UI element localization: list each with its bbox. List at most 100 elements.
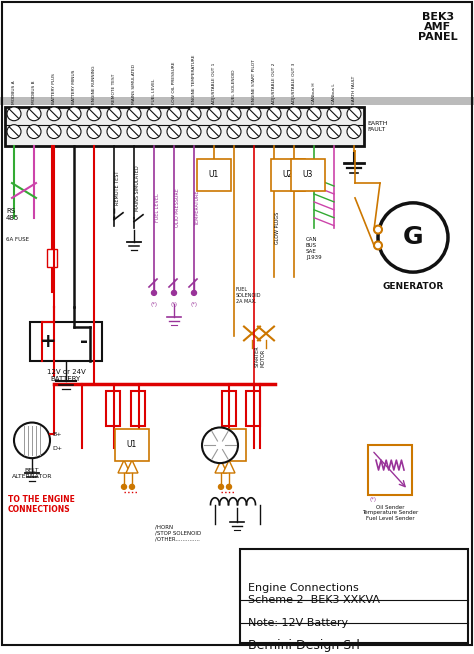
Polygon shape: [215, 460, 227, 473]
Circle shape: [247, 125, 261, 139]
Text: Engine Connections: Engine Connections: [248, 583, 359, 593]
Circle shape: [47, 107, 61, 121]
Text: B+: B+: [52, 432, 62, 437]
Circle shape: [247, 107, 261, 121]
Polygon shape: [126, 460, 138, 473]
Text: PANEL: PANEL: [418, 31, 458, 42]
Text: U3: U3: [303, 170, 313, 179]
Polygon shape: [223, 460, 235, 473]
Text: EARTH FAULT: EARTH FAULT: [352, 76, 356, 104]
Text: ENGINE RUNNING: ENGINE RUNNING: [92, 65, 96, 104]
Circle shape: [219, 485, 224, 489]
Circle shape: [167, 125, 181, 139]
Circle shape: [14, 422, 50, 458]
Text: S1: S1: [331, 114, 337, 119]
Text: 61: 61: [91, 114, 97, 119]
Circle shape: [378, 203, 448, 272]
Text: REMOTE TEST: REMOTE TEST: [112, 73, 116, 104]
Text: 12V or 24V
BATTERY: 12V or 24V BATTERY: [46, 369, 85, 382]
Circle shape: [129, 485, 135, 489]
Circle shape: [307, 125, 321, 139]
Circle shape: [152, 290, 156, 296]
Text: FUEL
SOLENOID
2A MAX.: FUEL SOLENOID 2A MAX.: [236, 287, 262, 303]
Text: Note: 12V Battery: Note: 12V Battery: [248, 619, 348, 628]
Text: REMOTE TEST: REMOTE TEST: [115, 171, 120, 205]
Text: CAN
BUS
SAE
J1939: CAN BUS SAE J1939: [306, 237, 322, 260]
Circle shape: [27, 125, 41, 139]
Text: 62: 62: [110, 114, 118, 119]
Polygon shape: [118, 460, 130, 473]
Circle shape: [167, 107, 181, 121]
Circle shape: [27, 107, 41, 121]
Circle shape: [327, 107, 341, 121]
Text: (*): (*): [370, 497, 377, 502]
Circle shape: [267, 125, 281, 139]
Circle shape: [147, 125, 161, 139]
Text: (*): (*): [171, 301, 177, 307]
Text: BEK3: BEK3: [422, 12, 454, 22]
Text: EARTH
FAULT: EARTH FAULT: [367, 121, 388, 132]
Circle shape: [147, 107, 161, 121]
Circle shape: [191, 290, 197, 296]
Text: LOW OIL PRESSURE: LOW OIL PRESSURE: [172, 61, 176, 104]
Text: Scheme 2  BEK3-XXKVA: Scheme 2 BEK3-XXKVA: [248, 594, 380, 605]
Text: 51: 51: [31, 114, 37, 119]
Bar: [47, 249, 57, 267]
Text: BATTERY PLUS: BATTERY PLUS: [52, 73, 56, 104]
Circle shape: [287, 107, 301, 121]
Text: MODBUS A: MODBUS A: [12, 80, 16, 104]
Circle shape: [7, 125, 21, 139]
Bar: [240, 549, 468, 643]
Bar: [0, 97, 474, 105]
Text: 52: 52: [51, 114, 57, 119]
Text: 64: 64: [151, 114, 157, 119]
Circle shape: [67, 125, 81, 139]
Text: /HORN
/STOP SOLENOID
/OTHER..............: /HORN /STOP SOLENOID /OTHER.............…: [155, 525, 201, 541]
Text: U1: U1: [127, 440, 137, 449]
Circle shape: [227, 485, 231, 489]
Circle shape: [67, 107, 81, 121]
Text: GLOW PLUGS: GLOW PLUGS: [275, 211, 280, 244]
Text: AMF: AMF: [424, 22, 452, 32]
Circle shape: [87, 107, 101, 121]
Text: MODBUS B: MODBUS B: [32, 80, 36, 104]
Text: 39: 39: [271, 114, 277, 119]
Text: 70: 70: [291, 114, 297, 119]
Text: TEMPERATURE: TEMPERATURE: [195, 190, 200, 226]
Circle shape: [47, 125, 61, 139]
Text: 37: 37: [231, 114, 237, 119]
Circle shape: [202, 428, 238, 463]
Circle shape: [127, 107, 141, 121]
Circle shape: [347, 125, 361, 139]
Circle shape: [267, 107, 281, 121]
Bar: [368, 445, 412, 495]
Text: ENGINE START PILOT: ENGINE START PILOT: [252, 59, 256, 104]
Text: ADJUSTABLE OUT 3: ADJUSTABLE OUT 3: [292, 63, 296, 104]
Text: BATTERY MINUS: BATTERY MINUS: [72, 69, 76, 104]
Text: D+: D+: [52, 446, 62, 451]
Circle shape: [327, 125, 341, 139]
Text: 38: 38: [251, 114, 257, 119]
Text: S2: S2: [351, 114, 357, 119]
Bar: [131, 391, 145, 426]
Text: 35: 35: [191, 114, 197, 119]
Text: 71: 71: [310, 114, 318, 119]
Circle shape: [374, 226, 382, 233]
Text: Bernini Design Srl: Bernini Design Srl: [248, 639, 360, 652]
Circle shape: [374, 241, 382, 249]
Text: U2: U2: [224, 440, 234, 449]
Circle shape: [121, 485, 127, 489]
Text: STARTER
MOTOR: STARTER MOTOR: [255, 345, 266, 367]
Text: 63: 63: [131, 114, 137, 119]
Text: 6A FUSE: 6A FUSE: [6, 237, 29, 243]
Text: MAINS SIMULATED: MAINS SIMULATED: [132, 64, 136, 104]
Text: +: +: [40, 332, 56, 351]
Text: FUEL LEVEL: FUEL LEVEL: [152, 78, 156, 104]
Text: ADJUSTABLE OUT 1: ADJUSTABLE OUT 1: [212, 63, 216, 104]
Circle shape: [207, 107, 221, 121]
Text: CANbus L: CANbus L: [332, 83, 336, 104]
Text: GENERATOR: GENERATOR: [383, 282, 444, 291]
Bar: [106, 391, 120, 426]
Circle shape: [347, 107, 361, 121]
Bar: [5, 107, 364, 146]
